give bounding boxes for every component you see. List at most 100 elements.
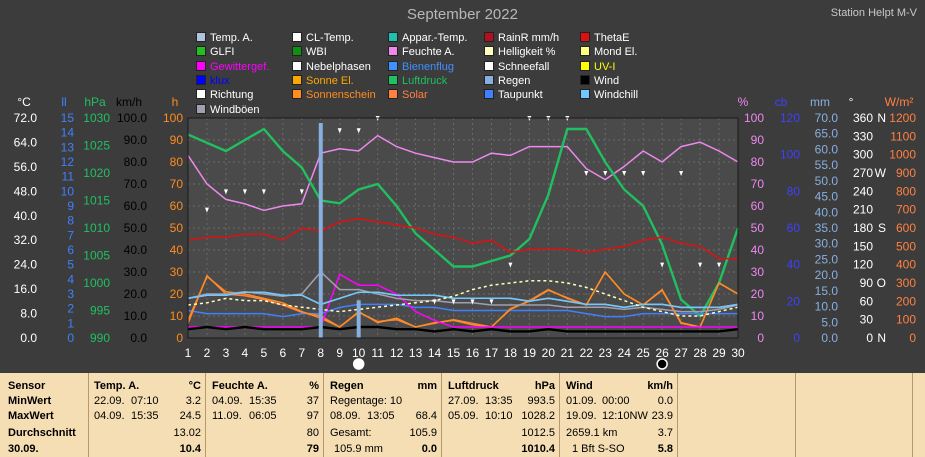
compass-label: N [877, 331, 886, 345]
y-tick-label: 7 [67, 228, 74, 242]
y-tick-label: 32.0 [14, 233, 38, 247]
legend-label: Mond El. [594, 46, 638, 59]
y-tick-label: 16.0 [14, 282, 38, 296]
y-tick-label: 120 [853, 258, 873, 272]
legend-item: Appar.-Temp. [388, 31, 467, 45]
y-tick-label: 55.0 [815, 158, 839, 172]
y-tick-label: 1 [67, 316, 74, 330]
y-tick-label: 10 [170, 309, 184, 323]
y-tick-label: 1020 [83, 166, 110, 180]
hum-min-value: 37 [306, 395, 319, 407]
x-tick-label: 3 [223, 346, 230, 360]
series-line [187, 325, 739, 333]
y-tick-label: 5 [67, 258, 74, 272]
y-tick-label: 50.0 [124, 221, 148, 235]
wind-max-value: 23.9 [651, 410, 673, 422]
y-tick-label: 4 [67, 272, 74, 286]
hum-max-value: 97 [306, 410, 319, 422]
y-tick-label: 0 [909, 331, 916, 345]
direction-marker [242, 189, 247, 195]
y-tick-label: 45.0 [815, 190, 839, 204]
rain-max-value: 68.4 [415, 410, 437, 422]
y-tick-label: 1000 [83, 276, 110, 290]
y-tick-label: 100 [780, 148, 800, 162]
direction-marker [451, 299, 456, 305]
wind-avg-value: 3.7 [657, 427, 673, 439]
y-tick-label: 30.0 [124, 265, 148, 279]
series-line [187, 127, 740, 318]
hum-max-time: 06:05 [249, 410, 277, 422]
y-tick-label: 80 [170, 155, 184, 169]
legend-swatch [292, 74, 302, 85]
x-tick-label: 26 [655, 346, 669, 360]
legend-swatch [388, 60, 398, 71]
y-tick-label: 30 [860, 313, 874, 327]
y-tick-label: 100.0 [117, 111, 147, 125]
legend-item: Taupunkt [484, 88, 543, 102]
direction-marker [660, 262, 665, 268]
y-tick-label: 60 [751, 199, 765, 213]
legend-label: Bienenflug [402, 60, 454, 73]
y-tick-label: 40.0 [14, 209, 38, 223]
legend-label: CL-Temp. [306, 32, 354, 44]
y-tick-label: 60 [860, 294, 874, 308]
direction-marker [698, 262, 703, 268]
x-tick-label: 13 [409, 346, 423, 360]
x-tick-label: 4 [242, 346, 249, 360]
y-tick-label: 40 [787, 258, 801, 272]
rain-total-mm: 105.9 mm [334, 443, 383, 455]
y-tick-label: 500 [896, 239, 916, 253]
y-tick-label: 600 [896, 221, 916, 235]
row-label-max: MaxWert [8, 410, 54, 422]
legend-swatch [484, 74, 494, 85]
press-max-time: 10:10 [485, 410, 513, 422]
press-min-value: 993.5 [527, 395, 555, 407]
hum-unit: % [309, 380, 319, 392]
y-tick-label: 15 [61, 111, 75, 125]
y-tick-label: 10.0 [124, 309, 148, 323]
direction-marker [337, 128, 342, 134]
legend-item: Windchill [580, 88, 638, 102]
y-tick-label: 120 [780, 111, 800, 125]
hum-avg-value: 80 [306, 427, 319, 439]
legend-item: RainR mm/h [484, 31, 559, 45]
legend-label: Luftdruck [402, 74, 448, 87]
row-label-today: 30.09. [8, 443, 39, 455]
y-tick-label: 0 [67, 331, 74, 345]
legend-label: klux [210, 74, 230, 87]
wind-min-date: 01.09. [566, 395, 597, 407]
legend-swatch [196, 46, 206, 57]
axis-unit-label: ll [61, 95, 66, 109]
y-tick-label: 65.0 [815, 127, 839, 141]
legend-swatch [484, 32, 494, 42]
axis-unit-label: ° [849, 95, 854, 109]
x-tick-label: 8 [317, 346, 324, 360]
y-tick-label: 12 [61, 155, 75, 169]
y-tick-label: 2 [67, 302, 74, 316]
y-tick-label: 1010 [83, 221, 110, 235]
legend-label: Taupunkt [498, 89, 543, 102]
direction-marker [489, 299, 494, 305]
legend-item: Luftdruck [388, 74, 447, 88]
axis-unit-label: km/h [116, 95, 142, 109]
series-line [187, 291, 739, 309]
chart-legend: Temp. A. CL-Temp. Appar.-Temp. RainR mm/h Th… [196, 31, 656, 116]
x-tick-label: 30 [731, 346, 745, 360]
hum-today-value: 79 [306, 443, 319, 455]
y-tick-label: 1015 [83, 194, 110, 208]
y-tick-label: 15.0 [815, 284, 839, 298]
legend-item: Temp. A. [196, 31, 253, 45]
compass-label: O [877, 276, 886, 290]
x-tick-label: 23 [599, 346, 613, 360]
series-line [187, 270, 739, 313]
direction-marker [299, 189, 304, 195]
y-tick-label: 240 [853, 184, 873, 198]
direction-marker [717, 262, 722, 268]
legend-label: UV-I [594, 60, 616, 73]
legend-swatch [580, 32, 590, 42]
legend-swatch [388, 32, 398, 42]
weather-chart: 1 2 3 4 5 6 7 8 9 10 11 12 13 14 15 16 17 18 19 20 21 22 23 24 2… [14, 95, 916, 370]
hum-max-date: 11.09. [212, 410, 242, 422]
y-tick-label: 300 [853, 148, 873, 162]
temp-max-value: 24.5 [179, 410, 201, 422]
